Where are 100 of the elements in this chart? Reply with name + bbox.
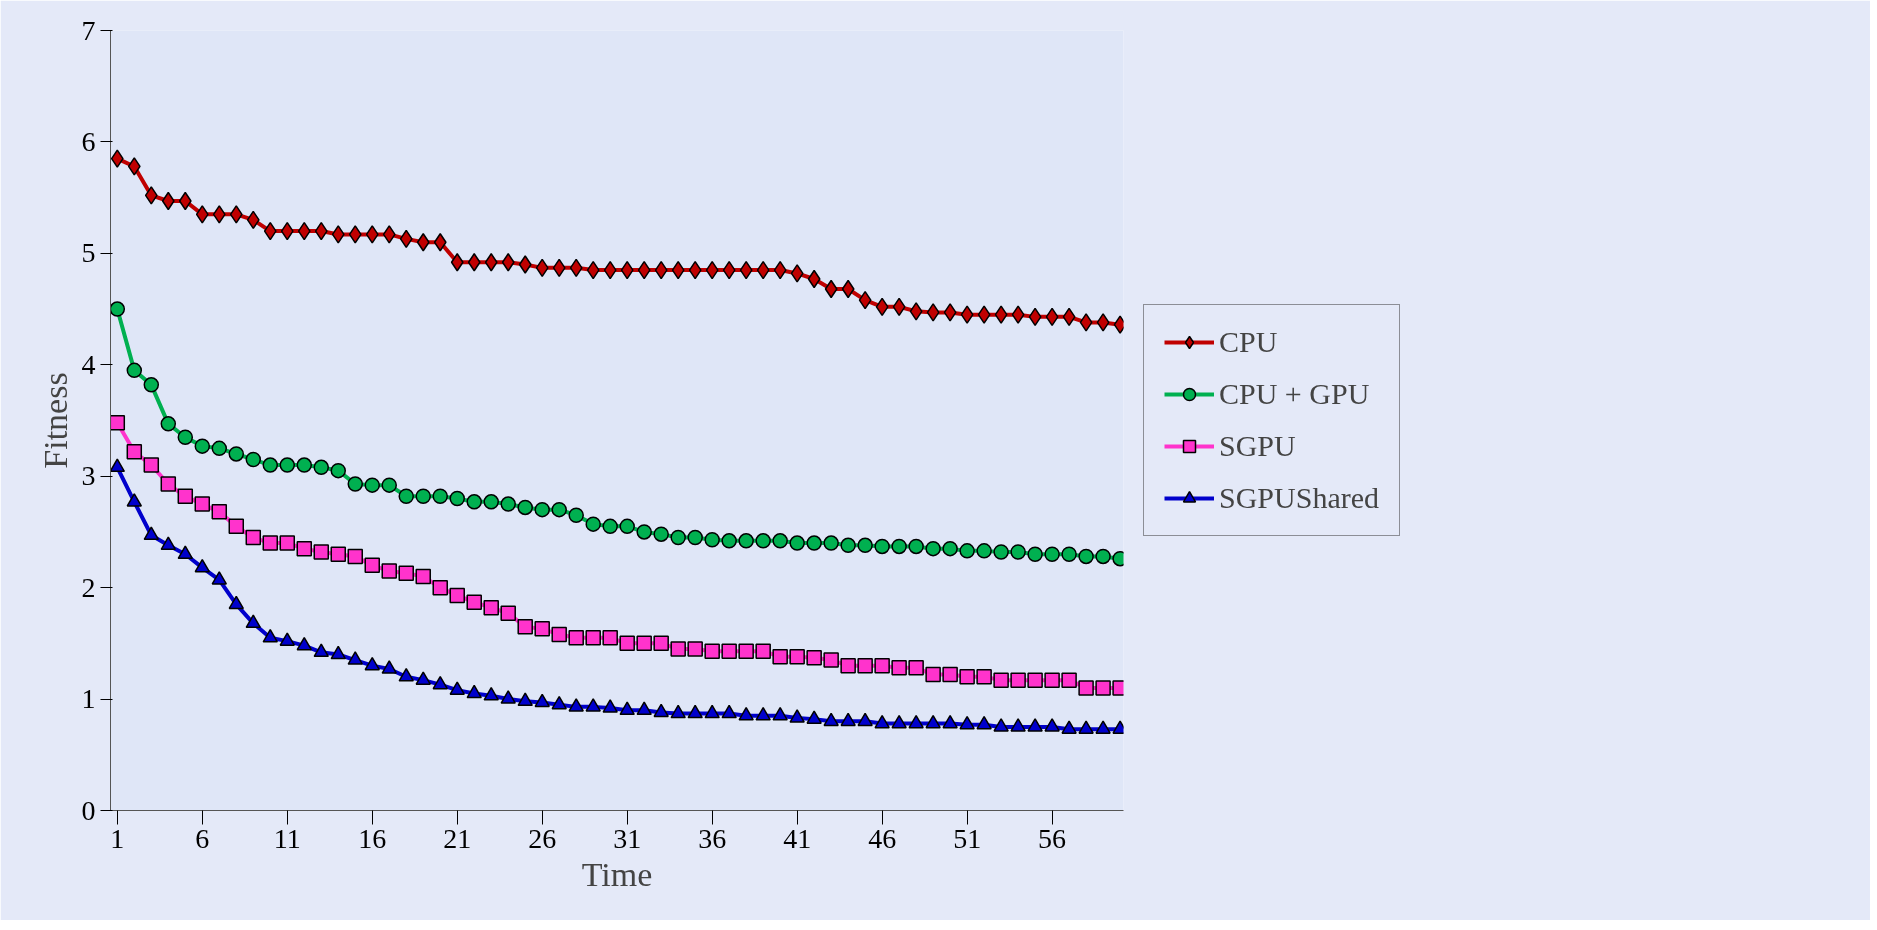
legend-label: CPU [1219,325,1278,359]
point [959,543,975,559]
point [280,221,294,241]
point [500,690,516,704]
point [500,496,516,512]
point [721,704,737,719]
point [704,643,720,659]
point [993,544,1009,560]
point [637,260,651,280]
point [211,440,228,457]
point [263,221,277,241]
point [483,686,499,701]
point [110,301,126,317]
point [1045,307,1059,327]
point [211,504,228,520]
point [365,225,379,244]
point [568,630,584,646]
point [551,695,567,710]
point [806,710,822,724]
point [331,225,345,244]
point [976,715,992,730]
point [466,494,482,510]
point [773,260,787,280]
point [110,458,126,473]
point [229,205,243,224]
point [772,533,788,549]
point [824,279,838,299]
point [330,645,347,660]
point [960,305,974,324]
x-tick-label: 26 [528,822,557,854]
point [1061,720,1077,734]
point [296,540,313,557]
point [110,149,124,168]
point [755,533,771,549]
point [449,681,465,695]
point [364,557,380,574]
point [789,535,805,551]
y-tick-label: 5 [81,237,96,269]
point [585,630,601,646]
point [1095,720,1111,734]
point [789,709,805,723]
point [450,253,464,272]
point [1010,544,1026,560]
point [722,260,736,280]
point [416,232,430,252]
point [347,476,363,492]
point [908,660,924,676]
y-tick-label: 4 [81,348,96,380]
point [313,544,330,560]
point [807,269,821,289]
point [313,643,330,658]
point [925,714,941,729]
point [670,704,686,719]
point [619,635,635,652]
point [602,518,618,535]
point [1079,313,1093,332]
x-tick-label: 1 [110,822,125,854]
point [178,191,192,211]
point [602,630,618,646]
x-tick-label: 46 [868,822,897,854]
point [143,377,160,393]
point [228,518,245,535]
point [823,652,839,668]
point [433,232,447,252]
point [348,225,362,244]
point [925,666,941,683]
point [875,297,889,317]
point [517,692,533,707]
point [891,538,907,555]
point [1044,718,1060,732]
point [161,191,175,211]
point [279,457,296,473]
point [1061,546,1077,562]
x-tick-label: 11 [273,822,301,854]
point [517,618,533,635]
point [976,543,992,559]
point [823,535,839,551]
point [245,614,262,629]
point [891,714,907,729]
point [620,260,634,280]
y-tick-label: 3 [81,460,96,492]
point [942,666,958,683]
point [993,672,1009,688]
legend-label: SGPU [1219,429,1296,463]
point [840,657,856,674]
point [977,305,991,324]
point [399,229,413,249]
x-tick-label: 41 [783,822,812,854]
point [1028,307,1042,327]
point [755,706,771,721]
point [143,526,160,541]
point [909,302,923,321]
point [602,699,618,713]
point [1044,546,1060,562]
point [874,714,890,729]
point [551,501,567,518]
point [654,260,668,280]
point [841,279,855,299]
point [721,643,737,659]
point [857,712,873,727]
